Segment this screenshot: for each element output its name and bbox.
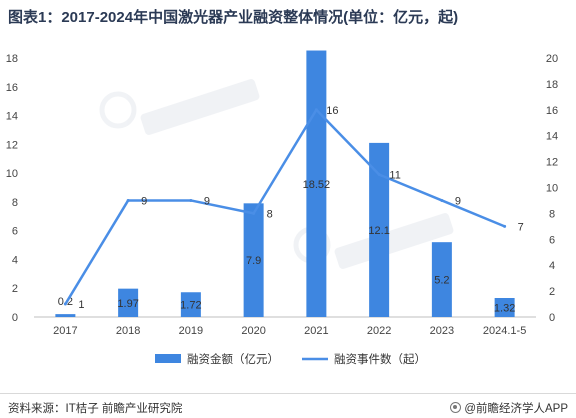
y-right-tick-label: 16 xyxy=(546,105,558,117)
line-point xyxy=(63,302,67,306)
legend-bar-swatch xyxy=(155,354,181,363)
bar xyxy=(118,288,139,317)
brand-logo-icon xyxy=(450,402,462,413)
y-right-tick-label: 4 xyxy=(549,260,555,272)
bar-data-label: 1.32 xyxy=(494,303,515,315)
x-tick-label: 2017 xyxy=(53,325,77,337)
line-path xyxy=(64,108,506,305)
y-right-tick-label: 14 xyxy=(546,131,558,143)
line-series: 1 9 9 8 16 11 9 7 xyxy=(63,105,524,311)
line-point xyxy=(314,108,318,112)
bar-data-label: 1.72 xyxy=(180,300,201,312)
bar-data-label: 18.52 xyxy=(303,179,331,191)
y-right-tick-label: 18 xyxy=(546,79,558,91)
legend-line-label: 融资事件数（起） xyxy=(334,352,426,366)
y-right-tick-label: 20 xyxy=(546,53,558,65)
footer: 资料来源：IT桔子 前瞻产业研究院 @前瞻经济学人APP xyxy=(0,393,576,418)
line-data-label: 8 xyxy=(267,208,273,220)
x-tick-label: 2018 xyxy=(116,325,140,337)
y-right-tick-label: 10 xyxy=(546,183,558,195)
bar xyxy=(369,142,390,317)
y-left-tick-label: 6 xyxy=(12,226,18,238)
x-axis: 2017 2018 2019 2020 2021 2022 2023 2024.1-5 xyxy=(34,316,536,337)
line-data-label: 9 xyxy=(204,195,210,207)
legend: 融资金额（亿元） 融资事件数（起） xyxy=(155,352,426,366)
line-point xyxy=(126,198,130,202)
brand-credit: @前瞻经济学人APP xyxy=(450,400,568,416)
line-data-label: 9 xyxy=(141,195,147,207)
bar xyxy=(431,242,452,317)
line-point xyxy=(440,198,444,202)
y-left-tick-label: 2 xyxy=(12,283,18,295)
bar xyxy=(55,314,76,317)
line-point xyxy=(377,173,381,177)
y-right-tick-label: 6 xyxy=(549,234,555,246)
bar xyxy=(180,292,201,317)
bar xyxy=(243,203,264,317)
y-left-tick-label: 12 xyxy=(6,139,18,151)
bar-data-label: 7.9 xyxy=(246,255,261,267)
x-tick-label: 2023 xyxy=(430,325,454,337)
y-left-tick-label: 0 xyxy=(12,312,18,324)
brand-label: @前瞻经济学人APP xyxy=(464,403,568,415)
chart-title: 图表1：2017-2024年中国激光器产业融资整体情况(单位：亿元，起) xyxy=(8,9,459,26)
line-point xyxy=(189,198,193,202)
bar-data-label: 1.97 xyxy=(117,298,138,310)
y-left-tick-label: 8 xyxy=(12,197,18,209)
line-data-label: 1 xyxy=(78,299,84,311)
x-tick-label: 2024.1-5 xyxy=(483,325,526,337)
y-left-tick-label: 18 xyxy=(6,53,18,65)
chart-area: 0 2 4 6 8 10 12 14 16 18 0 2 4 6 8 10 12 14 16 18 20 2017 20… xyxy=(0,40,576,380)
bar-data-label: 5.2 xyxy=(434,275,449,287)
y-left-tick-label: 14 xyxy=(6,111,18,123)
bar-data-label: 12.1 xyxy=(368,225,389,237)
line-data-label: 11 xyxy=(389,170,400,182)
line-data-label: 7 xyxy=(518,221,524,233)
bar xyxy=(494,298,515,317)
line-data-label: 9 xyxy=(455,195,461,207)
y-left-tick-label: 4 xyxy=(12,254,18,266)
line-data-label: 16 xyxy=(326,105,338,117)
y-axis-left: 0 2 4 6 8 10 12 14 16 18 xyxy=(6,53,18,324)
legend-bar-label: 融资金额（亿元） xyxy=(187,352,279,366)
source-note: 资料来源：IT桔子 前瞻产业研究院 xyxy=(8,403,183,415)
x-tick-label: 2022 xyxy=(367,325,391,337)
y-right-tick-label: 2 xyxy=(549,286,555,298)
x-tick-label: 2019 xyxy=(179,325,203,337)
y-axis-right: 0 2 4 6 8 10 12 14 16 18 20 xyxy=(546,53,558,324)
x-tick-label: 2021 xyxy=(304,325,328,337)
line-point xyxy=(503,224,507,228)
line-point xyxy=(252,211,256,215)
y-left-tick-label: 10 xyxy=(6,168,18,180)
y-right-tick-label: 8 xyxy=(549,208,555,220)
y-right-tick-label: 0 xyxy=(549,312,555,324)
x-tick-label: 2020 xyxy=(241,325,265,337)
y-right-tick-label: 12 xyxy=(546,157,558,169)
y-left-tick-label: 16 xyxy=(6,82,18,94)
